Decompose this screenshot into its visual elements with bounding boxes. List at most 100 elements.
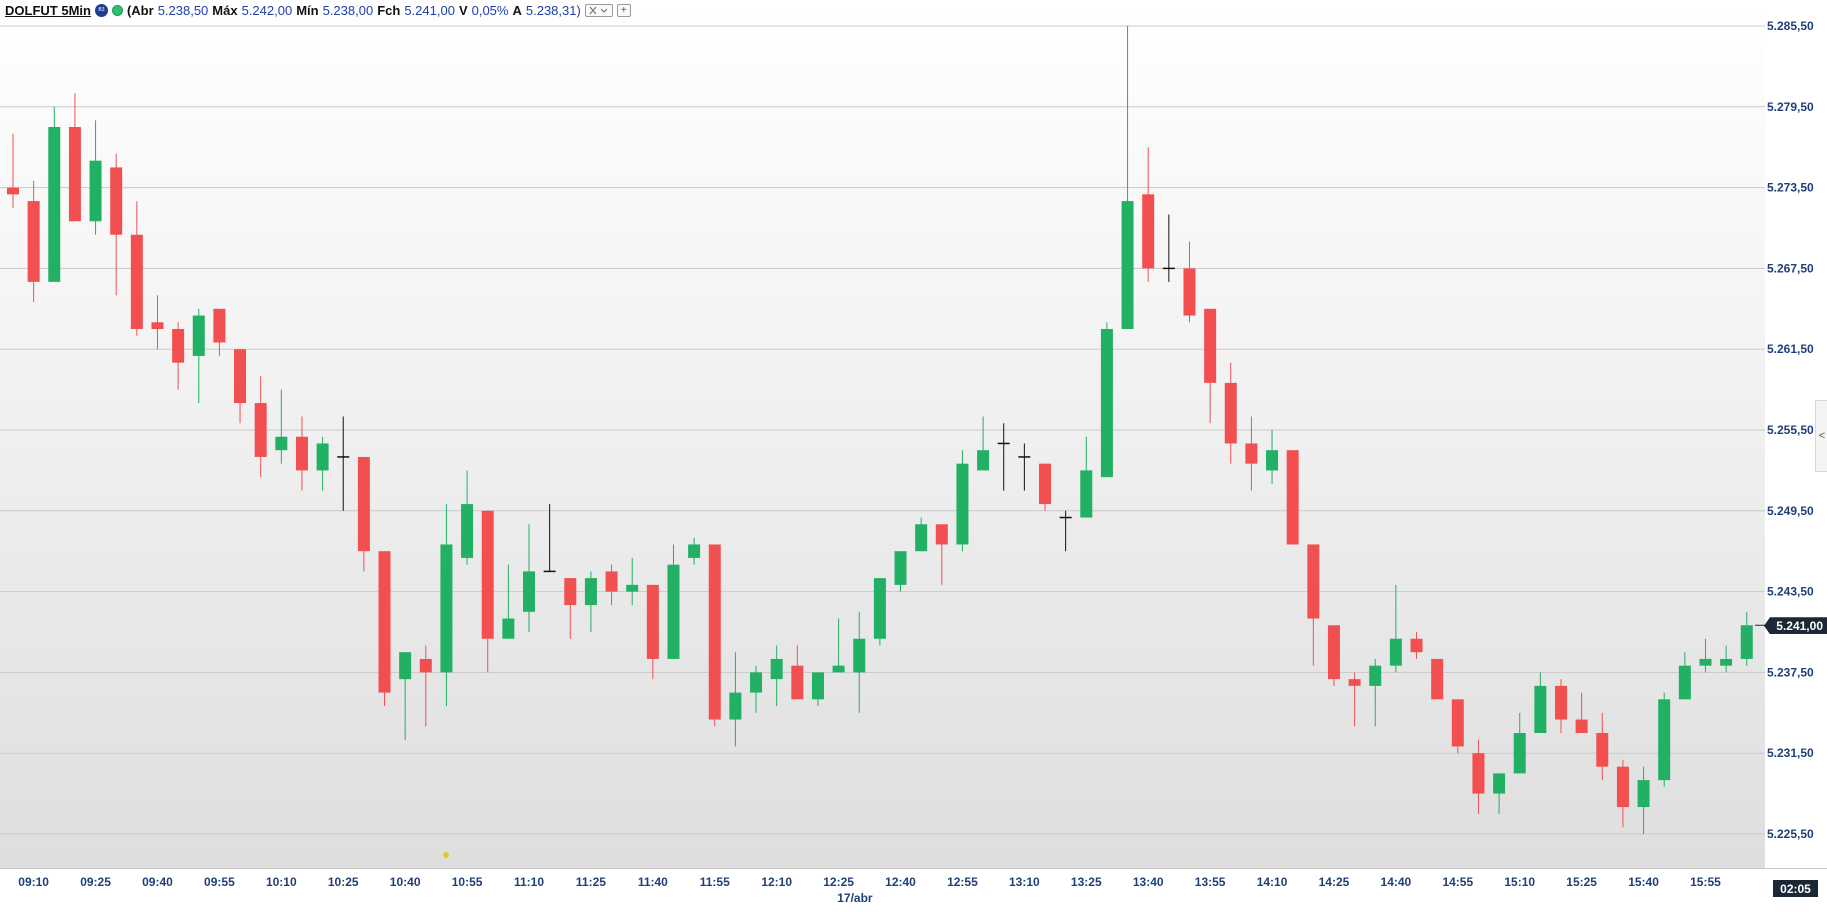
candle [419, 645, 432, 727]
low-label: Mín [296, 2, 319, 18]
time-tick-label: 14:40 [1381, 875, 1412, 889]
live-status-icon [111, 4, 123, 16]
candle-body [172, 329, 185, 363]
time-tick-label: 12:40 [885, 875, 916, 889]
candle-body [151, 322, 164, 329]
close-label: Fch [377, 2, 401, 18]
candle-body [1286, 450, 1299, 545]
candle-body [1720, 658, 1733, 666]
time-tick-label: 11:55 [700, 875, 730, 889]
tools-dropdown-button[interactable] [584, 3, 613, 17]
candle [1080, 436, 1093, 518]
symbol-label[interactable]: DOLFUT 5Min [5, 2, 91, 18]
time-tick-label: 09:25 [80, 875, 111, 889]
candle-body [750, 672, 763, 693]
candle [584, 571, 597, 632]
candle-body [977, 450, 990, 471]
candle [172, 322, 185, 390]
candle [1575, 692, 1588, 733]
candle [1183, 241, 1196, 323]
event-marker-dot[interactable] [443, 852, 450, 858]
candle [646, 584, 659, 680]
plus-icon: + [620, 4, 627, 16]
candle [1616, 759, 1629, 828]
candle [1121, 26, 1134, 329]
candle-body [1431, 658, 1444, 700]
candle-body [791, 665, 804, 700]
candle [1740, 611, 1753, 666]
collapse-panel-tab[interactable]: < [1815, 400, 1827, 472]
candle [523, 524, 535, 632]
candle-body [357, 456, 370, 552]
price-tick-label: 5.243,50 [1767, 585, 1814, 599]
candle [502, 564, 515, 639]
time-tick-label: 15:40 [1628, 875, 1659, 889]
candle-body [605, 571, 618, 592]
candle-body [1204, 308, 1217, 383]
plot-area[interactable] [0, 0, 1766, 868]
price-tick-label: 5.255,50 [1767, 423, 1814, 437]
candle-body [419, 658, 432, 673]
change-value: 0,05% [471, 2, 509, 18]
candle [1678, 652, 1691, 700]
candle-body [1616, 766, 1629, 808]
candle-body [295, 436, 308, 471]
average-value: 5.238,31) [525, 2, 581, 18]
candle-body [48, 127, 61, 282]
candle [440, 504, 453, 707]
candle-body [1266, 450, 1279, 471]
open-label: (Abr [126, 2, 154, 18]
candle [688, 537, 701, 565]
time-tick-label: 14:55 [1442, 875, 1473, 889]
candlestick-chart[interactable] [0, 0, 1765, 868]
candle [1039, 463, 1051, 511]
candle [564, 578, 577, 639]
candle [1369, 658, 1382, 727]
candle-body [523, 571, 535, 612]
add-study-button[interactable]: + [616, 3, 631, 17]
time-tick-label: 15:55 [1690, 875, 1721, 889]
price-tick-label: 5.237,50 [1767, 665, 1814, 679]
change-label: V [458, 2, 468, 18]
high-value: 5.242,00 [241, 2, 293, 18]
candle [1658, 692, 1671, 787]
candle-body [27, 201, 40, 282]
candle [1389, 584, 1402, 673]
candle-body [1410, 638, 1423, 653]
time-axis[interactable]: 09:10 09:25 09:40 09:55 10:10 10:25 10:40 10:55… [0, 868, 1765, 907]
candle-body [275, 436, 288, 451]
candle-body [378, 551, 391, 693]
candle-body [1513, 733, 1526, 774]
candle [1100, 322, 1113, 478]
time-tick-label: 09:55 [204, 875, 235, 889]
time-tick-label: 13:55 [1195, 875, 1226, 889]
candle [481, 510, 494, 673]
candle-body [1348, 679, 1361, 686]
candle-body [1575, 719, 1588, 733]
candle-body [1596, 733, 1609, 767]
candle [378, 551, 391, 707]
time-axis-labels: 09:10 09:25 09:40 09:55 10:10 10:25 10:40 10:55… [18, 875, 1721, 889]
candle [1224, 362, 1237, 464]
time-tick-label: 10:10 [266, 875, 297, 889]
candle-body [1451, 699, 1464, 747]
candle [1348, 672, 1361, 727]
time-tick-label: 09:10 [18, 875, 49, 889]
candle [1472, 739, 1485, 814]
candle [832, 618, 845, 673]
candle-body [110, 167, 123, 235]
candle-body [708, 544, 721, 720]
candle-body [1100, 329, 1113, 478]
exchange-logo-icon: B3 [94, 3, 108, 17]
candle [1245, 416, 1258, 491]
candle [1307, 544, 1320, 666]
candle-body [481, 510, 494, 639]
candle [1142, 147, 1155, 282]
time-tick-label: 14:25 [1319, 875, 1350, 889]
candle [1431, 658, 1444, 700]
candle [1451, 699, 1464, 754]
candle-body [646, 584, 659, 659]
candle [7, 133, 19, 208]
candle [357, 456, 370, 572]
candle [1327, 625, 1340, 686]
